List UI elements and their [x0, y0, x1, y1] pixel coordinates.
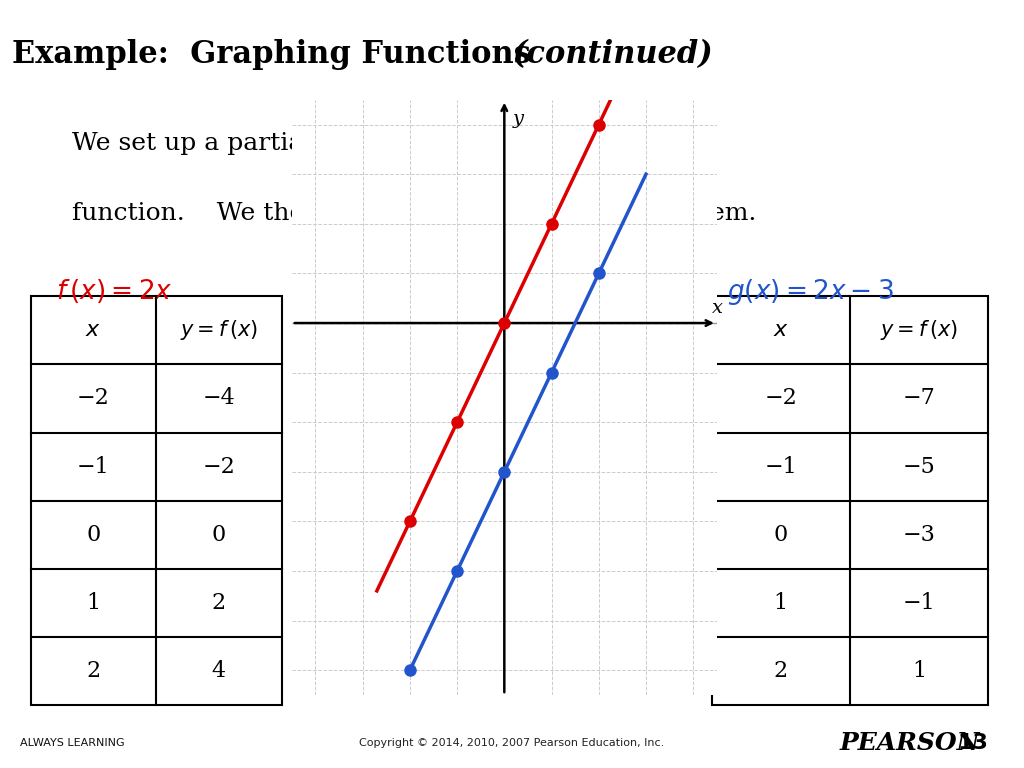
- Text: function.    We then plot the points and connect them.: function. We then plot the points and co…: [72, 202, 756, 225]
- Text: We set up a partial table of coordinates for each: We set up a partial table of coordinates…: [72, 132, 684, 155]
- Text: 1: 1: [912, 660, 926, 683]
- Text: −2: −2: [765, 388, 797, 409]
- Text: PEARSON: PEARSON: [840, 731, 980, 755]
- Text: 0: 0: [774, 524, 787, 546]
- Text: 1: 1: [774, 592, 787, 614]
- Bar: [31, 296, 282, 706]
- Text: −1: −1: [765, 455, 797, 478]
- Text: Copyright © 2014, 2010, 2007 Pearson Education, Inc.: Copyright © 2014, 2010, 2007 Pearson Edu…: [359, 738, 665, 748]
- Text: 2: 2: [774, 660, 787, 683]
- Text: 0: 0: [86, 524, 100, 546]
- Text: −5: −5: [903, 455, 935, 478]
- Text: −3: −3: [902, 524, 936, 546]
- Text: $y = f\,(x)$: $y = f\,(x)$: [880, 318, 958, 343]
- Text: 2: 2: [212, 592, 226, 614]
- Text: Example:  Graphing Functions: Example: Graphing Functions: [12, 39, 552, 70]
- Text: −7: −7: [903, 388, 935, 409]
- Text: −2: −2: [203, 455, 236, 478]
- Text: −1: −1: [903, 592, 935, 614]
- Text: 0: 0: [212, 524, 226, 546]
- Text: $x$: $x$: [85, 320, 101, 340]
- Text: x: x: [712, 300, 723, 317]
- Text: (continued): (continued): [512, 39, 713, 70]
- Text: $y = f\,(x)$: $y = f\,(x)$: [180, 318, 258, 343]
- Text: y: y: [513, 110, 524, 127]
- Text: 4: 4: [212, 660, 226, 683]
- Text: ALWAYS LEARNING: ALWAYS LEARNING: [20, 738, 125, 748]
- Text: −4: −4: [203, 388, 236, 409]
- Bar: [712, 296, 988, 706]
- Text: $f\,(x) = 2x$: $f\,(x) = 2x$: [56, 277, 173, 305]
- Text: −1: −1: [77, 455, 110, 478]
- Text: 1: 1: [86, 592, 100, 614]
- Text: $g(x) = 2x - 3$: $g(x) = 2x - 3$: [727, 277, 894, 307]
- Text: 13: 13: [957, 733, 988, 753]
- Text: $x$: $x$: [773, 320, 788, 340]
- Text: −2: −2: [77, 388, 110, 409]
- Text: 2: 2: [86, 660, 100, 683]
